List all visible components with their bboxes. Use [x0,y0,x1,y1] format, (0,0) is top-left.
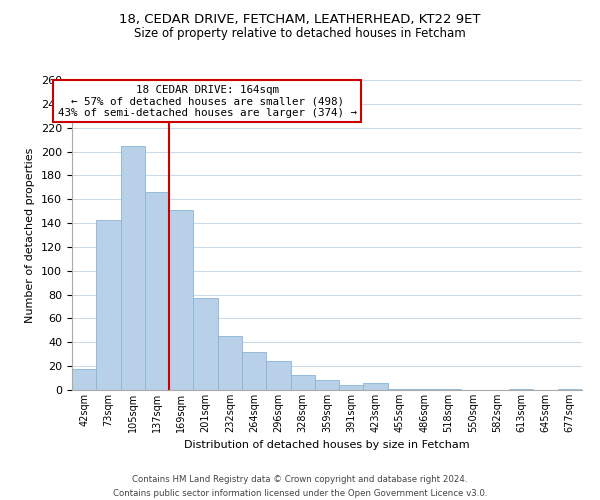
Y-axis label: Number of detached properties: Number of detached properties [25,148,35,322]
Bar [242,352,266,390]
Text: Contains HM Land Registry data © Crown copyright and database right 2024.
Contai: Contains HM Land Registry data © Crown c… [113,476,487,498]
Bar [412,389,436,390]
Bar [121,146,145,390]
Bar [315,380,339,390]
Text: 18 CEDAR DRIVE: 164sqm
← 57% of detached houses are smaller (498)
43% of semi-de: 18 CEDAR DRIVE: 164sqm ← 57% of detached… [58,84,356,118]
Text: 18, CEDAR DRIVE, FETCHAM, LEATHERHEAD, KT22 9ET: 18, CEDAR DRIVE, FETCHAM, LEATHERHEAD, K… [119,12,481,26]
X-axis label: Distribution of detached houses by size in Fetcham: Distribution of detached houses by size … [184,440,470,450]
Bar [558,389,582,390]
Bar [72,368,96,390]
Bar [436,389,461,390]
Bar [193,298,218,390]
Text: Size of property relative to detached houses in Fetcham: Size of property relative to detached ho… [134,28,466,40]
Bar [145,192,169,390]
Bar [339,385,364,390]
Bar [290,374,315,390]
Bar [218,336,242,390]
Bar [96,220,121,390]
Bar [266,362,290,390]
Bar [364,383,388,390]
Bar [509,389,533,390]
Bar [388,389,412,390]
Bar [169,210,193,390]
